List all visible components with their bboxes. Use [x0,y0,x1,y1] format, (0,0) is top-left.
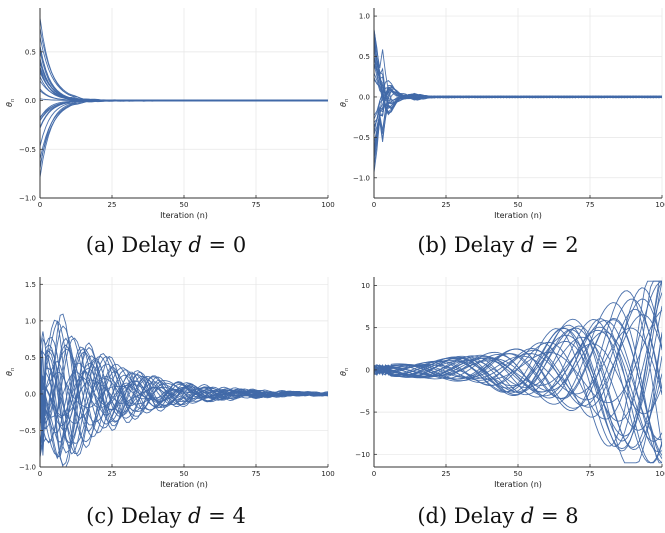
x-axis-label: Iteration (n) [160,480,208,489]
caption-c-var: d [188,504,202,528]
x-tick-label: 0 [38,201,42,209]
y-tick-label: 1.0 [25,317,36,325]
x-tick-label: 25 [442,201,451,209]
caption-d-prefix: (d) Delay [417,504,521,528]
x-tick-label: 75 [586,470,595,478]
series-line [374,327,662,395]
caption-b-eq: = 2 [534,233,579,257]
x-axis-label: Iteration (n) [494,211,542,220]
x-tick-label: 100 [655,201,665,209]
series-line [40,371,328,432]
x-tick-label: 100 [321,201,334,209]
caption-c-eq: = 4 [201,504,246,528]
series-line [374,343,662,415]
x-axis-label: Iteration (n) [494,480,542,489]
y-tick-label: 0.5 [359,53,370,61]
y-tick-label: −10 [355,451,370,459]
caption-a-prefix: (a) Delay [85,233,189,257]
caption-d: (d) Delay d = 8 [332,504,664,528]
y-tick-label: 0.5 [25,354,36,362]
x-tick-label: 50 [514,470,523,478]
series-line [374,281,662,450]
y-tick-label: −0.5 [19,427,36,435]
x-tick-label: 50 [514,201,523,209]
y-axis-label: θn [339,99,350,107]
x-tick-label: 25 [442,470,451,478]
x-tick-label: 100 [321,470,334,478]
series-group [374,280,662,464]
y-tick-label: −1.0 [353,174,370,182]
series-line [40,99,328,121]
series-line [374,302,662,464]
y-tick-label: 5 [366,324,370,332]
x-tick-label: 75 [252,470,261,478]
panel-b: 0 25 50 75 100 −1.0 −0.5 0.0 0.5 1.0 Iteration (n)… [339,8,665,220]
series-line [40,331,328,468]
series-line [374,319,662,464]
x-tick-label: 0 [38,470,42,478]
caption-b-var: d [520,233,535,257]
y-tick-label: −0.5 [353,134,370,142]
series-line [40,348,328,459]
caption-a-eq: = 0 [201,233,247,257]
x-tick-label: 50 [180,201,189,209]
series-line [40,320,328,452]
y-tick-label: −5 [360,409,370,417]
caption-a: (a) Delay d = 0 [0,233,332,257]
panel-d: 0 25 50 75 100 −10 −5 0 5 10 Iteration (n) θn [339,277,665,489]
x-axis-label: Iteration (n) [160,211,208,220]
y-tick-label: 1.0 [359,13,370,21]
y-tick-label: 0.0 [359,93,370,101]
y-tick-label: −1.0 [19,464,36,472]
series-line [40,347,328,457]
x-tick-label: 0 [372,470,376,478]
series-line [374,329,662,442]
panel-a: 0 25 50 75 100 −1.0 −0.5 0.0 0.5 Iteration (n) θn [5,8,335,220]
caption-d-eq: = 8 [534,504,579,528]
x-tick-label: 100 [655,470,665,478]
caption-b: (b) Delay d = 2 [332,233,664,257]
series-line [40,354,328,451]
x-tick-label: 25 [108,470,117,478]
series-line [374,309,662,404]
caption-b-prefix: (b) Delay [417,233,521,257]
series-line [40,99,328,119]
x-tick-label: 75 [252,201,261,209]
caption-a-var: d [188,233,202,257]
series-line [374,280,662,447]
y-axis-label: θn [5,368,16,376]
x-tick-label: 50 [180,470,189,478]
x-tick-label: 25 [108,201,117,209]
y-tick-label: 10 [361,282,370,290]
y-axis-label: θn [339,368,350,376]
panel-c: 0 25 50 75 100 −1.0 −0.5 0.0 0.5 1.0 1.5 Iteration … [5,277,335,489]
x-tick-label: 75 [586,201,595,209]
series-group [40,313,328,468]
caption-c: (c) Delay d = 4 [0,504,332,528]
y-axis-label: θn [5,99,16,107]
y-tick-label: 0.0 [25,390,36,398]
series-group [40,17,328,178]
y-tick-label: −0.5 [19,146,36,154]
y-tick-label: 0.5 [25,48,36,56]
caption-d-var: d [520,504,535,528]
y-tick-label: 0.0 [25,97,36,105]
x-tick-label: 0 [372,201,376,209]
series-group [374,28,662,173]
series-line [374,45,662,113]
y-tick-label: 0 [366,366,370,374]
y-tick-label: −1.0 [19,195,36,203]
caption-c-prefix: (c) Delay [86,504,189,528]
y-tick-label: 1.5 [25,281,36,289]
